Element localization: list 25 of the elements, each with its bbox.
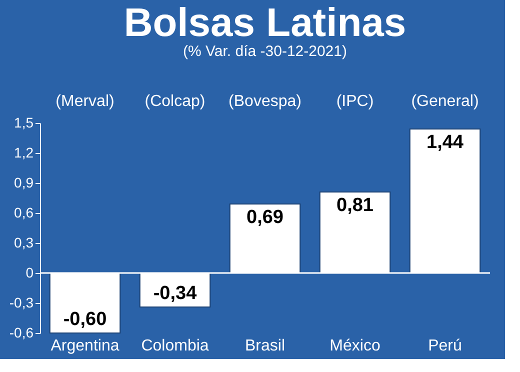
data-label: -0,34 [153,283,198,304]
x-tick-label: Argentina [50,338,120,354]
data-label: 1,44 [426,132,464,153]
y-tick-label: 0 [26,264,34,280]
text: (Merval) [56,93,114,110]
text: (Colcap) [144,93,206,110]
y-tick-label: 1,5 [14,114,34,130]
y-tick-label: 1,2 [14,144,34,160]
y-tick-label: -0,6 [9,324,34,340]
x-tick-label: Colombia [141,338,209,354]
text: (IPC) [336,93,374,110]
x-tick-label: México [330,338,380,354]
chart-title: Bolsas Latinas [124,1,406,45]
x-tick-label: Perú [428,338,462,354]
data-label: 0,81 [336,195,374,216]
y-tick-label: 0,6 [14,204,34,220]
y-tick-label: 0,9 [14,174,34,190]
text: (General) [411,93,479,110]
y-tick-label: -0,3 [9,294,34,310]
data-label: 0,69 [246,207,284,228]
data-label: -0,60 [63,309,107,330]
x-tick-label: Brasil [244,338,286,354]
text: (Bovespa) [228,93,302,110]
chart-subtitle: (% Var. día -30-12-2021) [183,43,347,60]
y-tick-label: 0,3 [14,234,34,250]
